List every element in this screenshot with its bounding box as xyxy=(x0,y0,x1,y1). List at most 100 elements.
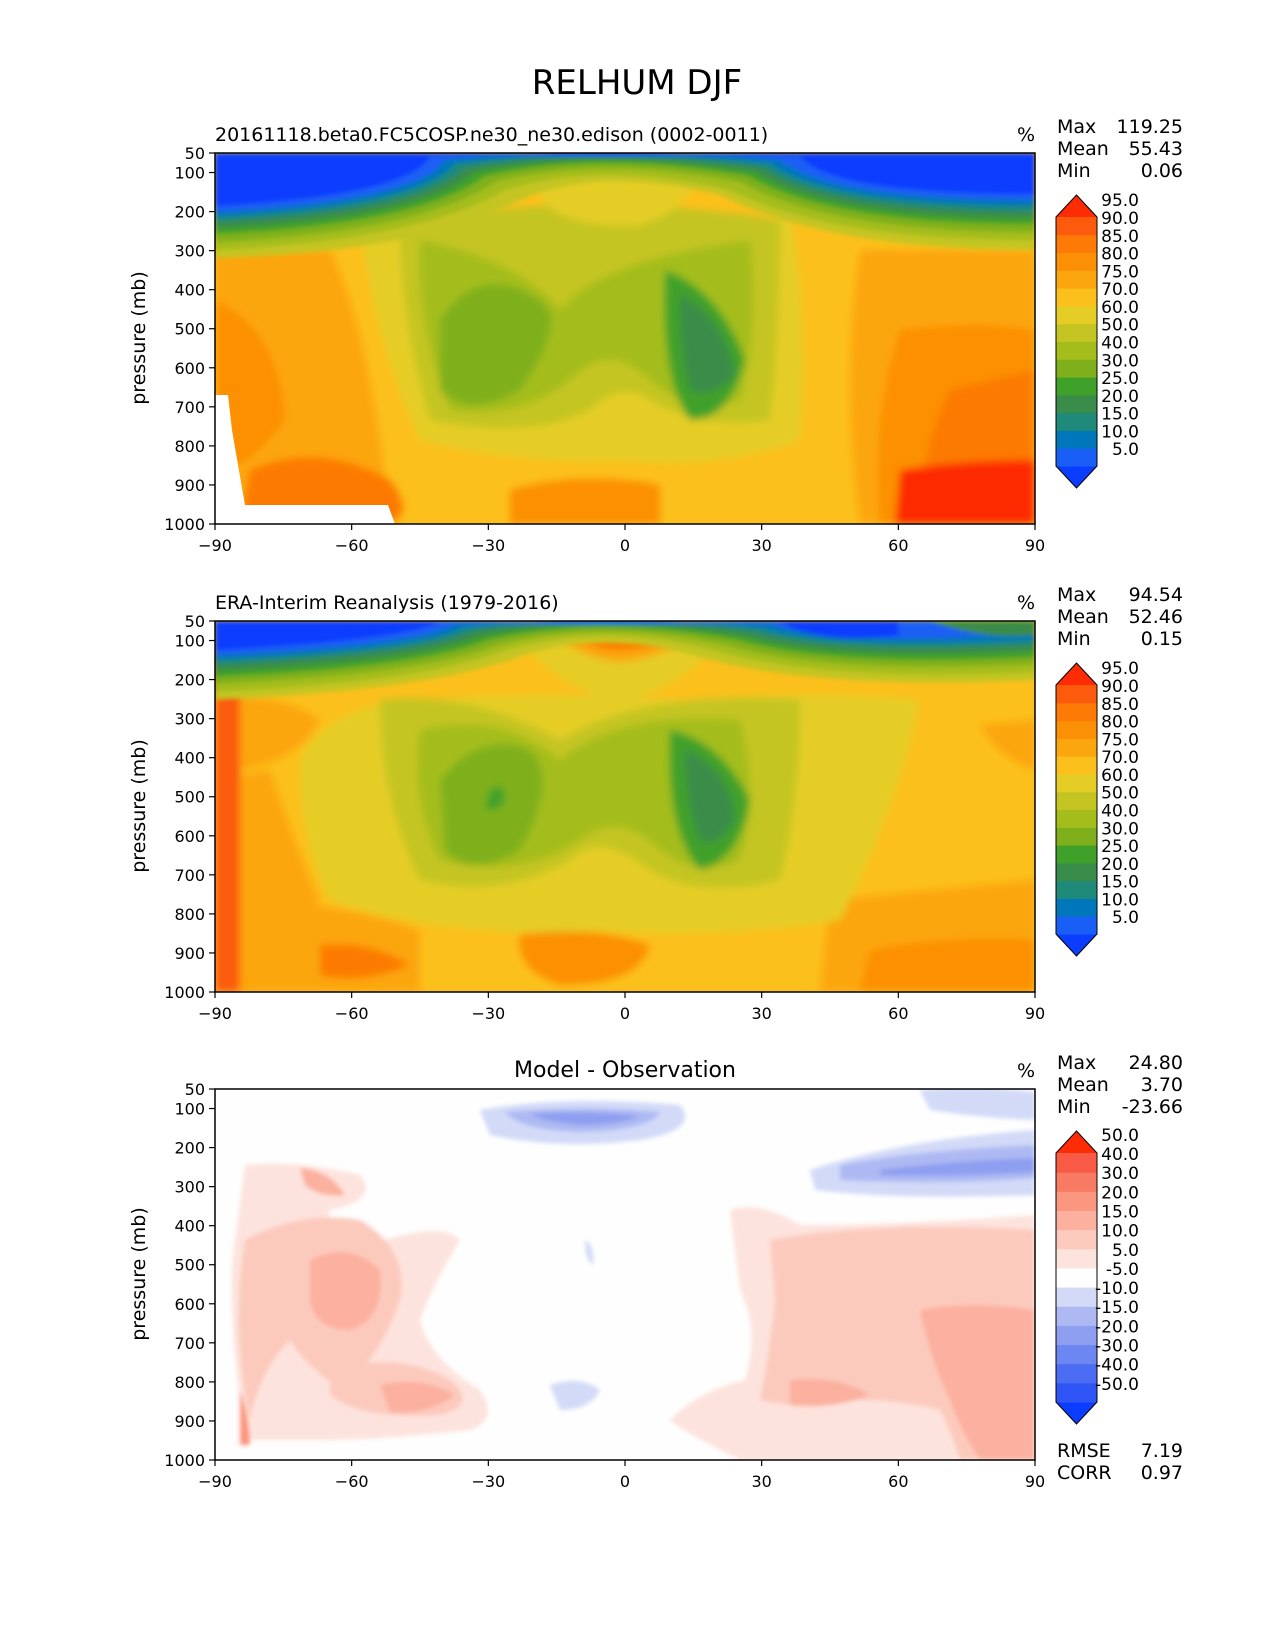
colorbar-level-label: 80.0 xyxy=(1101,245,1139,265)
obs-y-tick-label: 1000 xyxy=(164,983,205,1002)
colorbar-segment xyxy=(1056,217,1097,236)
colorbar-segment xyxy=(1056,773,1097,793)
colorbar-segment xyxy=(1056,1325,1097,1346)
colorbar-level-label: 25.0 xyxy=(1101,837,1139,857)
model-y-axis-label: pressure (mb) xyxy=(128,271,150,405)
colorbar-level-label: 70.0 xyxy=(1101,280,1139,300)
colorbar-extend-min xyxy=(1056,934,1097,956)
model-contour-field xyxy=(215,153,1035,524)
diff-stat-min-label: Min xyxy=(1057,1096,1091,1118)
colorbar-level-label: 10.0 xyxy=(1101,1222,1139,1242)
colorbar-level-label: 85.0 xyxy=(1101,227,1139,247)
obs-band-75-80-nh-upper xyxy=(980,720,1035,770)
diff-colorbar: -50.0-40.0-30.0-20.0-15.0-10.0-5.05.010.… xyxy=(1055,1126,1139,1425)
model-y-tick-label: 1000 xyxy=(164,515,205,534)
colorbar-outline xyxy=(1055,194,1098,489)
colorbar-level-label: 30.0 xyxy=(1101,351,1139,371)
obs-band-lt5 xyxy=(215,621,900,650)
colorbar-segment xyxy=(1056,685,1097,704)
colorbar-level-label: 95.0 xyxy=(1101,191,1139,211)
obs-stat-min-label: Min xyxy=(1057,628,1091,650)
colorbar-level-label: -50.0 xyxy=(1095,1375,1139,1395)
colorbar-level-label: 95.0 xyxy=(1101,659,1139,679)
colorbar-segment xyxy=(1056,880,1097,899)
obs-x-tick-label: −90 xyxy=(198,1004,232,1023)
model-stat-max-value: 119.25 xyxy=(1117,116,1183,138)
diff-stat-corr-label: CORR xyxy=(1057,1462,1112,1484)
colorbar-segment xyxy=(1056,720,1097,739)
diff-x-tick-label: 0 xyxy=(620,1472,630,1491)
diff-x-tick-label: −90 xyxy=(198,1472,232,1491)
obs-stat-max-label: Max xyxy=(1057,584,1096,606)
colorbar-extend-min xyxy=(1056,466,1097,488)
colorbar-level-label: 75.0 xyxy=(1101,730,1139,750)
colorbar-level-label: -20.0 xyxy=(1095,1317,1139,1337)
diff-band-15-20-sh xyxy=(310,1252,381,1330)
diff-y-tick-label: 50 xyxy=(185,1080,205,1099)
colorbar-segment xyxy=(1056,1382,1097,1403)
diff-x-tick-label: −30 xyxy=(471,1472,505,1491)
colorbar-level-label: 20.0 xyxy=(1101,387,1139,407)
colorbar-level-label: 90.0 xyxy=(1101,209,1139,229)
colorbar-extend-max xyxy=(1056,663,1097,685)
colorbar-level-label: 40.0 xyxy=(1101,334,1139,354)
obs-y-tick-label: 600 xyxy=(174,827,205,846)
diff-y-tick-label: 200 xyxy=(174,1139,205,1158)
colorbar-level-label: 50.0 xyxy=(1101,1126,1139,1146)
obs-colorbar: 5.010.015.020.025.030.040.050.060.070.07… xyxy=(1055,659,1139,957)
colorbar-level-label: 30.0 xyxy=(1101,819,1139,839)
obs-band-75-80-left-upper xyxy=(215,697,320,770)
model-band-30-40-sh xyxy=(440,284,552,405)
colorbar-outline xyxy=(1055,1130,1098,1425)
diff-x-axis: −90 −60 −30 0 30 60 90 xyxy=(198,1460,1045,1491)
model-band-lt5 xyxy=(215,153,1035,206)
model-stats: Max 119.25 Mean 55.43 Min 0.06 xyxy=(1057,116,1183,182)
diff-x-tick-label: −60 xyxy=(335,1472,369,1491)
model-units: % xyxy=(1017,124,1035,146)
obs-x-tick-label: −60 xyxy=(335,1004,369,1023)
colorbar-level-label: 25.0 xyxy=(1101,369,1139,389)
model-title-left: 20161118.beta0.FC5COSP.ne30_ne30.edison … xyxy=(215,124,768,146)
obs-stats: Max 94.54 Mean 52.46 Min 0.15 xyxy=(1057,584,1183,650)
colorbar-level-label: 30.0 xyxy=(1101,1164,1139,1184)
obs-units: % xyxy=(1017,592,1035,614)
colorbar-level-label: 90.0 xyxy=(1101,677,1139,697)
diff-stat-rmse-label: RMSE xyxy=(1057,1440,1111,1462)
obs-y-tick-label: 400 xyxy=(174,749,205,768)
colorbar-level-label: 80.0 xyxy=(1101,713,1139,733)
colorbar-segment xyxy=(1056,1363,1097,1384)
colorbar-segment xyxy=(1056,862,1097,882)
model-colorbar: 5.010.015.020.025.030.040.050.060.070.07… xyxy=(1055,191,1139,489)
diff-y-tick-label: 300 xyxy=(174,1178,205,1197)
obs-x-axis: −90 −60 −30 0 30 60 90 xyxy=(198,992,1045,1023)
colorbar-level-label: 40.0 xyxy=(1101,1145,1139,1165)
model-x-tick-label: 60 xyxy=(888,536,908,555)
colorbar-segment xyxy=(1056,377,1097,396)
colorbar-segment xyxy=(1056,1306,1097,1326)
diff-stat-rmse-value: 7.19 xyxy=(1141,1440,1183,1462)
model-x-tick-label: 90 xyxy=(1025,536,1045,555)
obs-y-tick-label: 50 xyxy=(185,612,205,631)
colorbar-level-label: 40.0 xyxy=(1101,802,1139,822)
obs-x-tick-label: 30 xyxy=(751,1004,771,1023)
colorbar-segment xyxy=(1056,845,1097,864)
colorbar-segment xyxy=(1056,791,1097,810)
obs-x-tick-label: 90 xyxy=(1025,1004,1045,1023)
diff-y-tick-label: 400 xyxy=(174,1217,205,1236)
model-y-tick-label: 800 xyxy=(174,437,205,456)
colorbar-level-label: 5.0 xyxy=(1112,1241,1139,1261)
obs-y-tick-label: 900 xyxy=(174,944,205,963)
colorbar-segment xyxy=(1056,916,1097,935)
model-topography-mask xyxy=(215,395,395,524)
colorbar-segment xyxy=(1056,394,1097,414)
colorbar-segment xyxy=(1056,359,1097,378)
colorbar-segment xyxy=(1056,1172,1097,1192)
colorbar-segment xyxy=(1056,288,1097,307)
colorbar-level-label: 75.0 xyxy=(1101,262,1139,282)
diff-title: Model - Observation xyxy=(514,1058,736,1083)
diff-band-neg15-upper xyxy=(530,1112,640,1125)
obs-stat-min-value: 0.15 xyxy=(1141,628,1183,650)
diff-x-tick-label: 60 xyxy=(888,1472,908,1491)
